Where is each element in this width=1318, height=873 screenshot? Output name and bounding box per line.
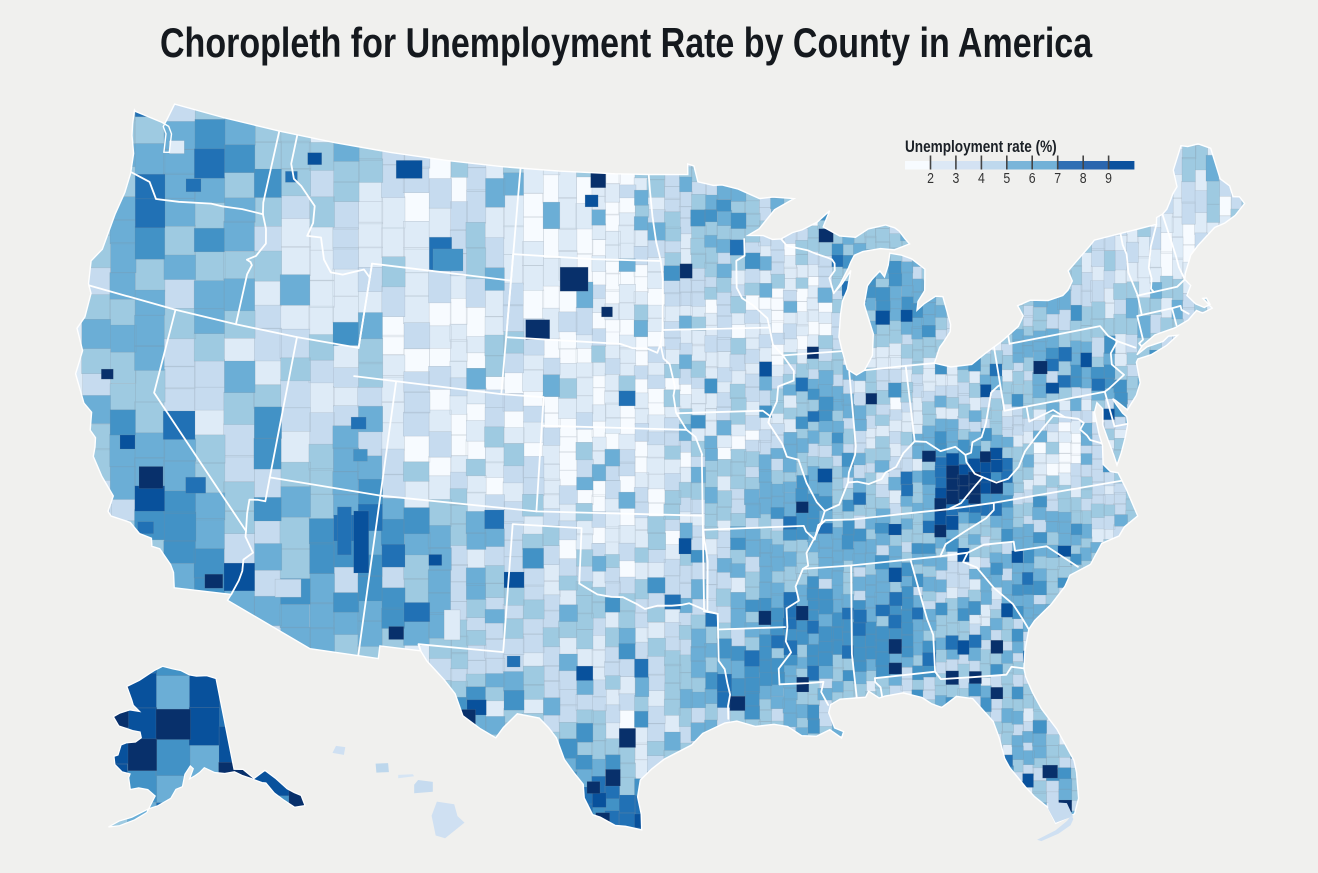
svg-text:6: 6: [1029, 170, 1036, 186]
svg-text:2: 2: [927, 170, 934, 186]
svg-text:3: 3: [952, 170, 959, 186]
svg-text:7: 7: [1054, 170, 1061, 186]
svg-text:Choropleth for Unemployment Ra: Choropleth for Unemployment Rate by Coun…: [160, 20, 1093, 67]
svg-text:4: 4: [978, 170, 985, 186]
svg-text:5: 5: [1003, 170, 1010, 186]
svg-text:8: 8: [1080, 170, 1087, 186]
svg-text:Unemployment rate (%): Unemployment rate (%): [905, 138, 1057, 157]
svg-text:9: 9: [1105, 170, 1112, 186]
